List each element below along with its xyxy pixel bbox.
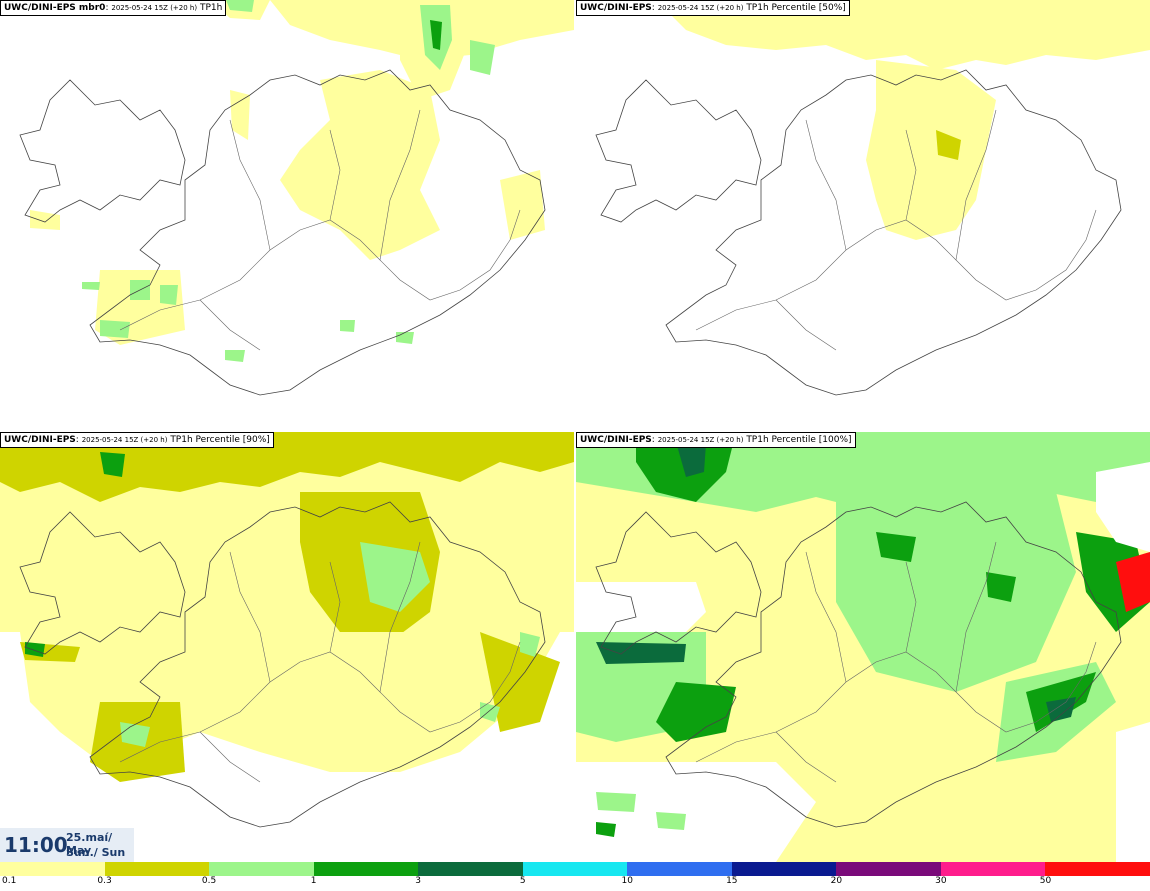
panel-title-bold: UWC/DINI-EPS bbox=[580, 3, 652, 13]
colorbar-tick-label: 3 bbox=[415, 876, 422, 886]
panel-title-p50: UWC/DINI-EPS: 2025-05-24 15Z (+20 h) TP1… bbox=[576, 0, 850, 16]
panel-title-run: 2025-05-24 15Z (+20 h) bbox=[657, 436, 744, 444]
panel-title-bold: UWC/DINI-EPS mbr0 bbox=[4, 3, 106, 13]
colorbar-tick-label: 0.5 bbox=[201, 876, 217, 886]
panel-title-field: TP1h Percentile [90%] bbox=[170, 435, 270, 445]
colorbar-tick-label: 10 bbox=[621, 876, 633, 886]
panel-title-bold: UWC/DINI-EPS bbox=[4, 435, 76, 445]
map-panel-p100: UWC/DINI-EPS: 2025-05-24 15Z (+20 h) TP1… bbox=[576, 432, 1150, 862]
panel-title-run: 2025-05-24 15Z (+20 h) bbox=[657, 4, 744, 12]
panel-title-run: 2025-05-24 15Z (+20 h) bbox=[81, 436, 168, 444]
precip-map-p100 bbox=[576, 432, 1150, 862]
panel-title-mbr0: UWC/DINI-EPS mbr0: 2025-05-24 15Z (+20 h… bbox=[0, 0, 227, 16]
colorbar-segment bbox=[627, 862, 732, 876]
valid-time-box: 11:00 25.maí/ May Sun./ Sun bbox=[0, 828, 134, 862]
valid-time-clock: 11:00 bbox=[4, 833, 68, 857]
panel-title-bold: UWC/DINI-EPS bbox=[580, 435, 652, 445]
colorbar-segment bbox=[313, 862, 419, 876]
colorbar-segment bbox=[0, 862, 105, 876]
colorbar-segment bbox=[1045, 862, 1150, 876]
colorbar-tick-label: 5 bbox=[519, 876, 526, 886]
valid-date-line1: 25.maí/ May bbox=[66, 831, 113, 857]
colorbar-labels: 0.1 0.3 0.5 1 3 5 10 15 20 30 50 bbox=[0, 876, 1150, 890]
panel-title-field: TP1h Percentile [50%] bbox=[746, 3, 846, 13]
precip-map-mbr0 bbox=[19, 0, 574, 396]
colorbar-tick-label: 0.3 bbox=[97, 876, 112, 886]
colorbar-segment bbox=[418, 862, 523, 876]
colorbar-segment bbox=[836, 862, 941, 876]
map-panel-p50: UWC/DINI-EPS: 2025-05-24 15Z (+20 h) TP1… bbox=[576, 0, 1150, 430]
colorbar-tick-label: 0.1 bbox=[2, 876, 17, 886]
colorbar-tick-label: 1 bbox=[310, 876, 317, 886]
colorbar-tick-label: 50 bbox=[1039, 876, 1052, 886]
panel-title-field: TP1h bbox=[199, 3, 223, 13]
colorbar-segment bbox=[522, 862, 628, 876]
valid-date-line2: Sun./ Sun bbox=[66, 846, 126, 859]
colorbar-segment bbox=[940, 862, 1046, 876]
colorbar-segment bbox=[209, 862, 314, 876]
map-panel-p90: UWC/DINI-EPS: 2025-05-24 15Z (+20 h) TP1… bbox=[0, 432, 574, 862]
colorbar-tick-label: 30 bbox=[935, 876, 947, 886]
precip-map-p90 bbox=[0, 432, 574, 862]
colorbar-segment bbox=[104, 862, 210, 876]
colorbar-tick-label: 20 bbox=[830, 876, 843, 886]
precip-map-p50 bbox=[595, 0, 1150, 396]
map-panel-mbr0: UWC/DINI-EPS mbr0: 2025-05-24 15Z (+20 h… bbox=[0, 0, 574, 430]
panel-title-field: TP1h Percentile [100%] bbox=[746, 435, 852, 445]
panel-title-p100: UWC/DINI-EPS: 2025-05-24 15Z (+20 h) TP1… bbox=[576, 432, 856, 448]
colorbar-segment bbox=[731, 862, 837, 876]
panel-title-run: 2025-05-24 15Z (+20 h) bbox=[111, 4, 198, 12]
precip-colorbar bbox=[0, 862, 1150, 876]
panel-title-p90: UWC/DINI-EPS: 2025-05-24 15Z (+20 h) TP1… bbox=[0, 432, 274, 448]
colorbar-tick-label: 15 bbox=[726, 876, 738, 886]
